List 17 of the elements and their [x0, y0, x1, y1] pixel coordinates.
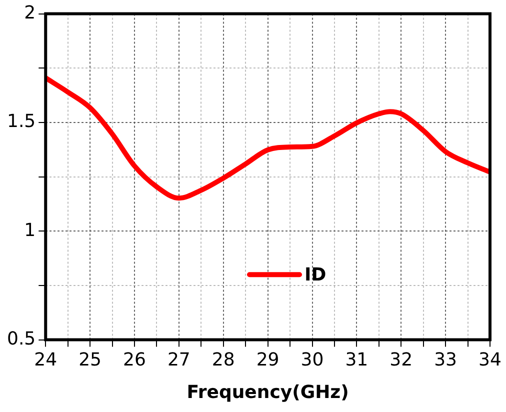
x-tick-label: 34	[478, 349, 502, 370]
x-axis-title: Frequency(GHz)	[186, 382, 349, 403]
x-tick-label: 27	[167, 349, 190, 370]
x-tick-label: 33	[434, 349, 458, 370]
x-tick-label: 24	[34, 349, 58, 370]
x-tick-label: 31	[345, 349, 368, 370]
legend-label: ID	[304, 264, 326, 286]
x-tick-label: 25	[78, 349, 102, 370]
x-tick-label: 30	[300, 349, 324, 370]
x-tick-label: 29	[256, 349, 280, 370]
y-tick-label: 1	[24, 220, 36, 241]
y-tick-label: 0.5	[6, 328, 36, 350]
y-tick-label: 1.5	[6, 111, 36, 132]
x-tick-label: 28	[212, 349, 235, 370]
x-tick-label: 32	[390, 349, 413, 370]
y-tick-label: 2	[24, 2, 36, 24]
x-tick-label: 26	[123, 349, 146, 370]
